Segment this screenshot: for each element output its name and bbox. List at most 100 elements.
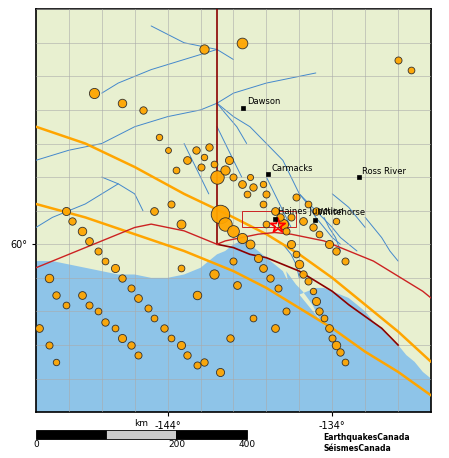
Point (342, 257, 349, 265)
Point (184, 157, 191, 164)
Point (69, 217, 76, 224)
Point (255, 254, 262, 262)
Point (271, 207, 278, 214)
Point (230, 227, 237, 234)
Point (287, 240, 295, 248)
Point (230, 174, 237, 181)
Bar (176, 430, 247, 439)
Point (282, 308, 290, 315)
Point (274, 222, 282, 229)
Point (111, 325, 119, 332)
Point (332, 247, 339, 255)
Text: EarthquakesCanada
SéismesCanada: EarthquakesCanada SéismesCanada (323, 433, 410, 453)
Text: Haines Junction: Haines Junction (278, 207, 343, 216)
Point (342, 358, 349, 365)
Text: Dawson: Dawson (247, 97, 280, 106)
Point (161, 325, 168, 332)
Point (184, 351, 191, 359)
Point (316, 308, 323, 315)
Point (62, 207, 69, 214)
Point (85, 301, 92, 308)
Point (217, 210, 224, 218)
Point (321, 315, 328, 322)
Point (205, 143, 212, 151)
Point (279, 220, 286, 228)
Point (177, 264, 185, 272)
Point (238, 180, 245, 187)
Point (167, 200, 175, 207)
Point (156, 133, 163, 141)
Point (274, 284, 282, 292)
Text: km: km (134, 419, 148, 428)
Point (177, 341, 185, 349)
Point (266, 274, 273, 282)
Point (312, 298, 319, 305)
Point (304, 200, 311, 207)
Polygon shape (286, 271, 431, 412)
Point (90, 89, 97, 97)
Point (250, 315, 257, 322)
Point (243, 190, 250, 197)
Point (316, 230, 323, 238)
Point (292, 194, 299, 201)
Point (151, 315, 158, 322)
Point (238, 234, 245, 241)
Point (210, 160, 217, 167)
Point (296, 261, 303, 268)
Point (247, 240, 254, 248)
Text: 400: 400 (238, 440, 255, 449)
Point (299, 271, 306, 278)
Point (200, 46, 207, 53)
Polygon shape (36, 9, 431, 412)
Text: 200: 200 (168, 440, 185, 449)
Point (151, 207, 158, 214)
Point (222, 167, 229, 174)
Point (144, 305, 151, 312)
Point (45, 341, 53, 349)
Point (250, 184, 257, 191)
Point (177, 220, 185, 228)
Point (299, 217, 306, 224)
Point (111, 264, 119, 272)
Point (230, 257, 237, 265)
Point (194, 361, 201, 369)
Point (45, 274, 53, 282)
Point (101, 318, 109, 325)
Point (309, 224, 316, 231)
Point (227, 335, 234, 342)
Point (164, 147, 171, 154)
Point (197, 164, 204, 171)
Point (238, 39, 245, 46)
Point (210, 271, 217, 278)
Point (95, 247, 102, 255)
Point (128, 284, 135, 292)
Point (79, 291, 86, 298)
Point (200, 153, 207, 161)
Point (337, 348, 344, 355)
Point (172, 167, 180, 174)
Point (247, 174, 254, 181)
Text: Carmacks: Carmacks (271, 164, 313, 173)
Point (217, 368, 224, 376)
Point (213, 174, 220, 181)
Text: Ross River: Ross River (362, 167, 406, 176)
Point (139, 106, 146, 114)
Point (222, 220, 229, 228)
Text: 0: 0 (33, 440, 39, 449)
Point (260, 264, 267, 272)
Point (292, 251, 299, 258)
Bar (36, 430, 106, 439)
Point (263, 190, 270, 197)
Point (408, 66, 415, 73)
Point (260, 200, 267, 207)
Point (309, 288, 316, 295)
Point (276, 214, 283, 221)
Point (134, 351, 141, 359)
Point (200, 358, 207, 365)
Point (287, 214, 295, 221)
Point (326, 325, 333, 332)
Point (167, 335, 175, 342)
Point (225, 157, 232, 164)
Point (395, 56, 402, 63)
Text: Whitehorse: Whitehorse (317, 208, 365, 218)
